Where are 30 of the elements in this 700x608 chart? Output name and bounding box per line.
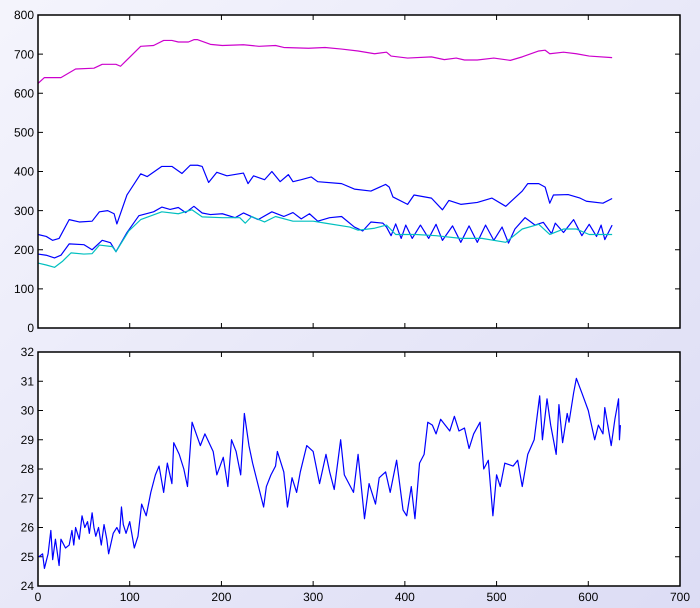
y-tick-label: 24 bbox=[20, 579, 34, 594]
line-series bbox=[37, 206, 613, 259]
y-tick-label: 100 bbox=[14, 282, 34, 296]
y-tick-label: 800 bbox=[14, 8, 34, 22]
y-tick-label: 28 bbox=[20, 462, 34, 476]
x-tick-label: 300 bbox=[303, 590, 324, 604]
y-tick-label: 31 bbox=[20, 374, 34, 388]
x-tick-label: 200 bbox=[211, 590, 232, 604]
y-tick-label: 32 bbox=[20, 345, 34, 360]
y-tick-label: 27 bbox=[20, 491, 34, 506]
y-tick-label: 0 bbox=[27, 321, 34, 336]
y-tick-label: 30 bbox=[20, 404, 34, 418]
line-series bbox=[37, 209, 613, 268]
line-series bbox=[38, 378, 621, 570]
x-tick-label: 400 bbox=[394, 590, 416, 604]
x-tick-label: 600 bbox=[578, 590, 599, 604]
y-tick-label: 600 bbox=[14, 86, 34, 100]
line-series bbox=[37, 164, 613, 241]
y-tick-label: 26 bbox=[20, 520, 34, 535]
y-tick-label: 500 bbox=[14, 126, 34, 140]
x-tick-label: 500 bbox=[486, 590, 507, 604]
y-tick-label: 25 bbox=[20, 550, 34, 564]
x-tick-label: 700 bbox=[670, 590, 690, 604]
line-series bbox=[37, 39, 613, 84]
y-tick-label: 400 bbox=[14, 164, 34, 179]
y-tick-label: 29 bbox=[20, 432, 34, 447]
y-tick-label: 300 bbox=[14, 204, 34, 218]
y-tick-label: 200 bbox=[14, 242, 34, 257]
y-tick-label: 700 bbox=[14, 47, 34, 62]
x-tick-label: 100 bbox=[120, 590, 140, 604]
